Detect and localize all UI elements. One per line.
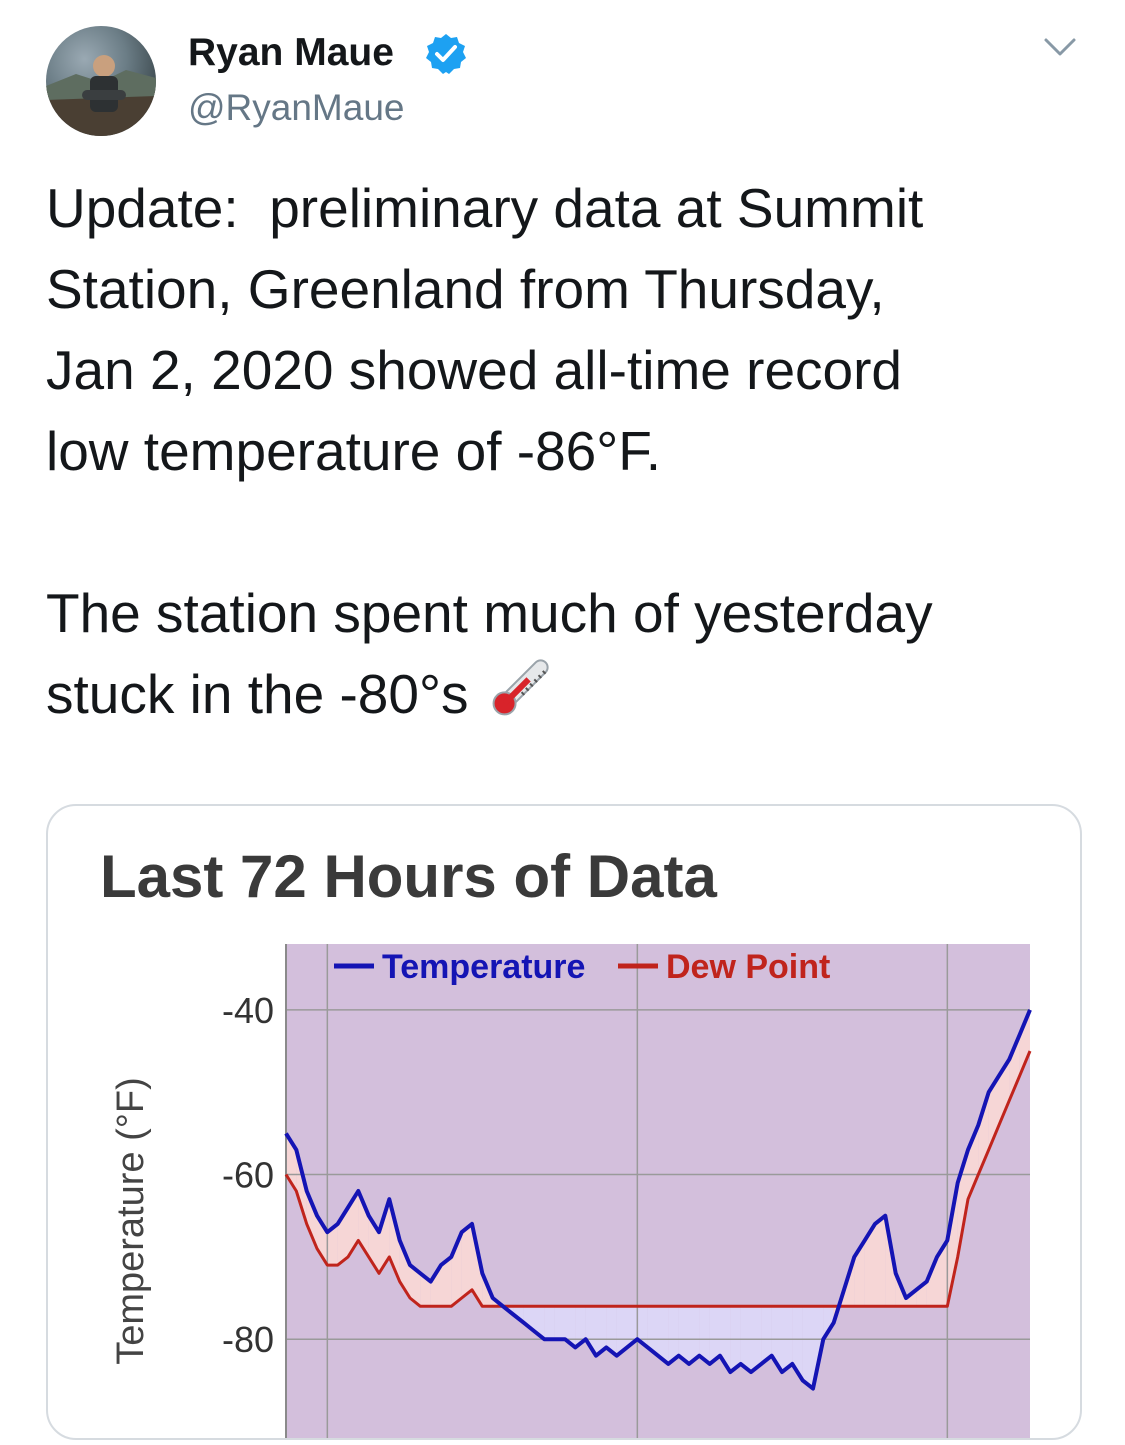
fill-band — [926, 1256, 937, 1307]
y-tick-label: -40 — [222, 990, 274, 1031]
author-handle[interactable]: @RyanMaue — [188, 87, 405, 128]
thermometer-icon — [493, 659, 550, 716]
verified-badge-icon — [426, 34, 466, 74]
fill-band — [916, 1281, 927, 1307]
y-axis-label: Temperature (°F) — [110, 1077, 152, 1365]
fill-band — [854, 1240, 865, 1307]
fill-band — [379, 1199, 390, 1274]
fill-band — [596, 1306, 607, 1356]
fill-band — [585, 1306, 596, 1356]
fill-band — [565, 1306, 576, 1348]
fill-band — [441, 1256, 452, 1307]
plot-area — [286, 944, 1030, 1438]
fill-band — [668, 1306, 679, 1364]
series-line-dew-point — [284, 1050, 1032, 1308]
fill-band — [306, 1191, 317, 1249]
fill-band — [658, 1306, 669, 1364]
tweet-text-content: Update: preliminary data at Summit Stati… — [46, 177, 933, 725]
fill-band — [689, 1306, 700, 1364]
fill-band — [875, 1215, 886, 1307]
fill-band — [410, 1265, 421, 1307]
fill-band — [575, 1306, 586, 1348]
avatar-image — [46, 55, 156, 136]
fill-band — [761, 1306, 772, 1364]
legend-label-temperature: Temperature — [382, 948, 585, 986]
fill-band — [678, 1306, 689, 1364]
fill-band — [709, 1306, 720, 1364]
fill-band — [802, 1306, 813, 1389]
fill-band — [627, 1306, 638, 1348]
fill-band — [988, 1075, 999, 1150]
y-tick-label: -80 — [222, 1319, 274, 1360]
author-display-name[interactable]: Ryan Maue — [188, 31, 394, 74]
fill-band — [937, 1240, 948, 1307]
fill-band — [864, 1223, 875, 1307]
fill-band — [492, 1298, 503, 1307]
fill-band — [296, 1149, 307, 1224]
fill-band — [451, 1232, 462, 1307]
fill-band — [358, 1191, 369, 1257]
tweet-text: Update: preliminary data at Summit Stati… — [46, 168, 1096, 735]
series-line-temperature — [284, 1009, 1032, 1391]
fill-band — [1009, 1034, 1020, 1101]
fill-band — [616, 1306, 627, 1356]
chart-title: Last 72 Hours of Data — [100, 843, 717, 910]
y-tick-label: -60 — [222, 1155, 274, 1196]
fill-band — [606, 1306, 617, 1356]
fill-band — [327, 1223, 338, 1266]
avatar[interactable] — [46, 26, 156, 136]
fill-band — [792, 1306, 803, 1381]
fill-band — [544, 1306, 555, 1340]
fill-band — [637, 1306, 648, 1348]
fill-band — [554, 1306, 565, 1340]
legend-label-dew-point: Dew Point — [666, 948, 830, 986]
fill-band — [1019, 1009, 1030, 1076]
fill-band — [461, 1223, 472, 1299]
fill-band — [999, 1059, 1010, 1126]
fill-band — [947, 1182, 958, 1307]
fill-band — [968, 1125, 979, 1200]
fill-band — [823, 1306, 834, 1340]
temperature-chart: -40 -60 -80 Temperature (°F) Temperature Dew … — [110, 944, 1032, 1438]
fill-band — [699, 1306, 710, 1364]
fill-band — [430, 1265, 441, 1307]
fill-band — [348, 1191, 359, 1257]
chevron-down-icon[interactable] — [1040, 32, 1080, 62]
media-card[interactable]: Last 72 Hours of Data -40 -60 -80 Temperatu… — [46, 804, 1082, 1440]
fill-band — [647, 1306, 658, 1356]
